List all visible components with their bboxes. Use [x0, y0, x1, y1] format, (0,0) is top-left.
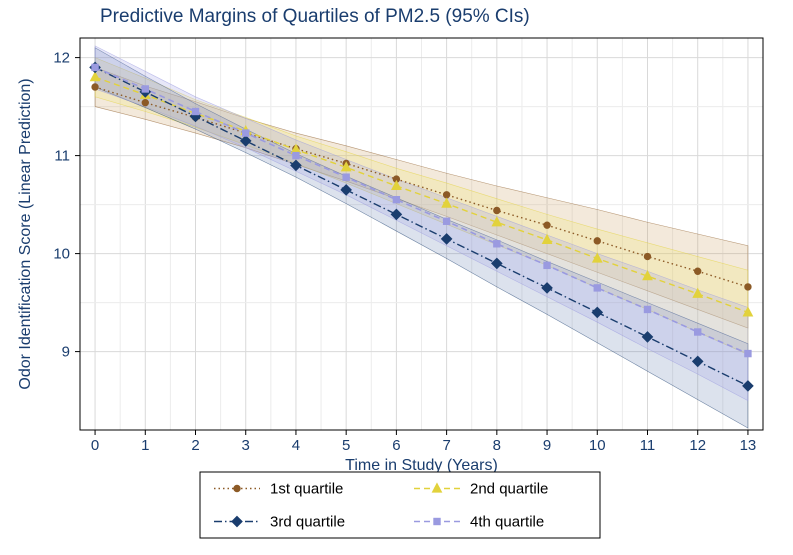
x-tick-label: 10 [589, 437, 606, 454]
y-tick-label: 10 [53, 246, 70, 263]
x-tick-label: 1 [141, 437, 149, 454]
legend-label-q1: 1st quartile [270, 481, 343, 498]
y-axis-label: Odor Identification Score (Linear Predic… [17, 78, 34, 389]
chart-container: 0123456789101112139101112Predictive Marg… [0, 0, 793, 555]
y-tick-label: 12 [53, 50, 70, 67]
x-tick-label: 9 [543, 437, 551, 454]
y-tick-label: 11 [54, 148, 70, 165]
y-tick-label: 9 [62, 344, 70, 361]
x-tick-label: 0 [91, 437, 99, 454]
x-tick-label: 13 [740, 437, 757, 454]
x-tick-label: 5 [342, 437, 350, 454]
x-tick-label: 8 [493, 437, 501, 454]
x-tick-label: 7 [442, 437, 450, 454]
chart-svg: 0123456789101112139101112Predictive Marg… [0, 0, 793, 555]
legend-label-q4: 4th quartile [470, 514, 544, 531]
x-tick-label: 6 [392, 437, 400, 454]
x-axis-label: Time in Study (Years) [345, 457, 498, 474]
x-tick-label: 2 [191, 437, 199, 454]
x-tick-label: 4 [292, 437, 300, 454]
x-tick-label: 11 [640, 437, 656, 454]
legend-label-q3: 3rd quartile [270, 514, 345, 531]
chart-title: Predictive Margins of Quartiles of PM2.5… [100, 6, 530, 27]
x-tick-label: 12 [689, 437, 706, 454]
legend-label-q2: 2nd quartile [470, 481, 548, 498]
x-tick-label: 3 [242, 437, 250, 454]
